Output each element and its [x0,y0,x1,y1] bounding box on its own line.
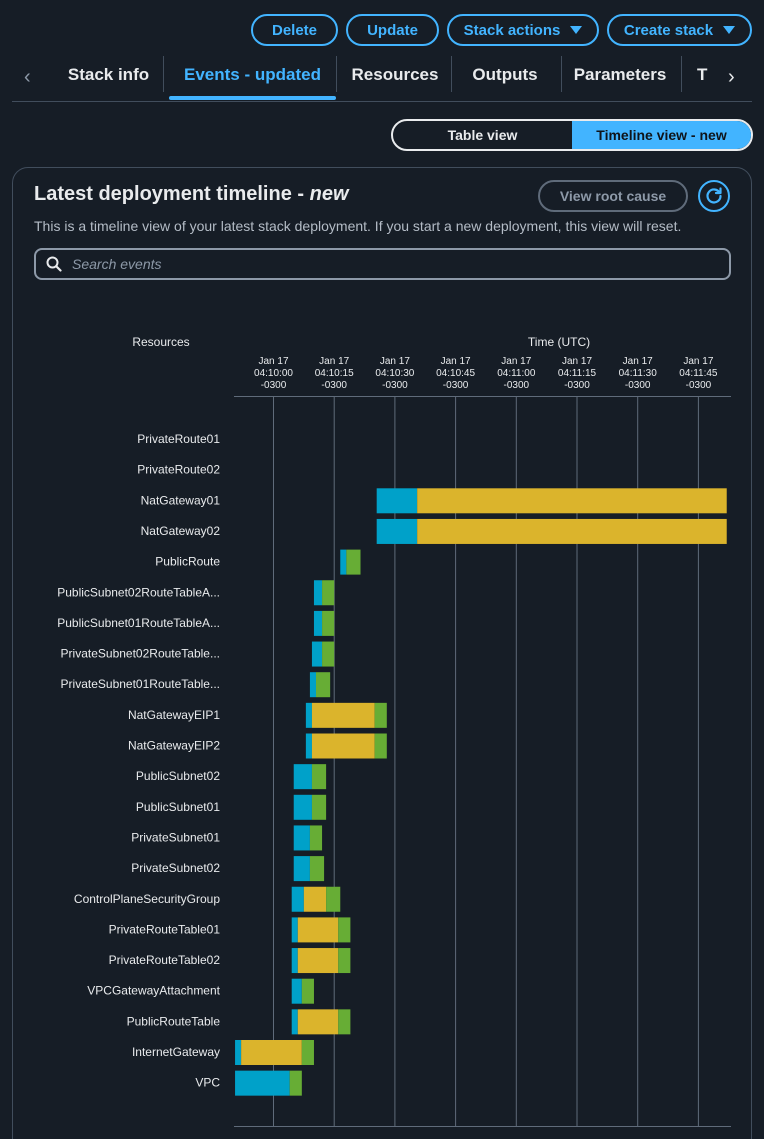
view-root-cause-button[interactable]: View root cause [538,180,688,212]
tab-stack-info[interactable]: Stack info [58,52,159,98]
tab-events[interactable]: Events - updated [169,52,336,98]
caret-down-icon [570,26,583,34]
create-stack-label: Create stack [623,21,714,39]
search-input[interactable] [72,256,672,272]
stack-actions-label: Stack actions [463,21,561,39]
table-view-button[interactable]: Table view [447,127,518,143]
timeline-panel [12,167,752,1139]
view-toggle: Table view Timeline view - new [391,119,753,151]
tab-resources[interactable]: Resources [344,52,446,98]
refresh-icon [706,187,722,204]
active-tab-indicator [169,96,336,100]
delete-button[interactable]: Delete [251,14,338,46]
tab-label: Events - updated [184,65,321,84]
tab-divider [451,56,452,92]
tab-divider [336,56,337,92]
search-field[interactable] [34,248,731,280]
tab-label: Resources [351,65,439,84]
tab-divider [561,56,562,92]
tab-label: Outputs [472,65,538,84]
tab-parameters[interactable]: Parameters [565,52,675,98]
timeline-view-button[interactable]: Timeline view - new [572,121,751,149]
tab-truncated[interactable]: T [697,52,717,98]
tab-bar: ‹ Stack info Events - updated Resources … [12,52,752,102]
stack-actions-button[interactable]: Stack actions [447,14,599,46]
refresh-button[interactable] [698,180,730,212]
tab-divider [163,56,164,92]
panel-title-emphasis: new [309,183,349,205]
tab-label: Parameters [573,65,667,84]
tab-label: T [697,65,708,84]
chevron-left-icon[interactable]: ‹ [24,66,31,88]
create-stack-button[interactable]: Create stack [607,14,752,46]
tab-divider [681,56,682,92]
tab-label: Stack info [67,65,150,84]
panel-title: Latest deployment timeline - new [34,183,349,206]
caret-down-icon [723,26,736,34]
delete-label: Delete [271,21,318,39]
tabs-divider [12,101,752,102]
chevron-right-icon[interactable]: › [728,66,735,88]
update-button[interactable]: Update [346,14,439,46]
search-icon [46,256,62,272]
panel-description: This is a timeline view of your latest s… [34,218,682,234]
panel-title-text: Latest deployment timeline - [34,183,310,205]
update-label: Update [367,21,418,39]
tab-outputs[interactable]: Outputs [454,52,556,98]
